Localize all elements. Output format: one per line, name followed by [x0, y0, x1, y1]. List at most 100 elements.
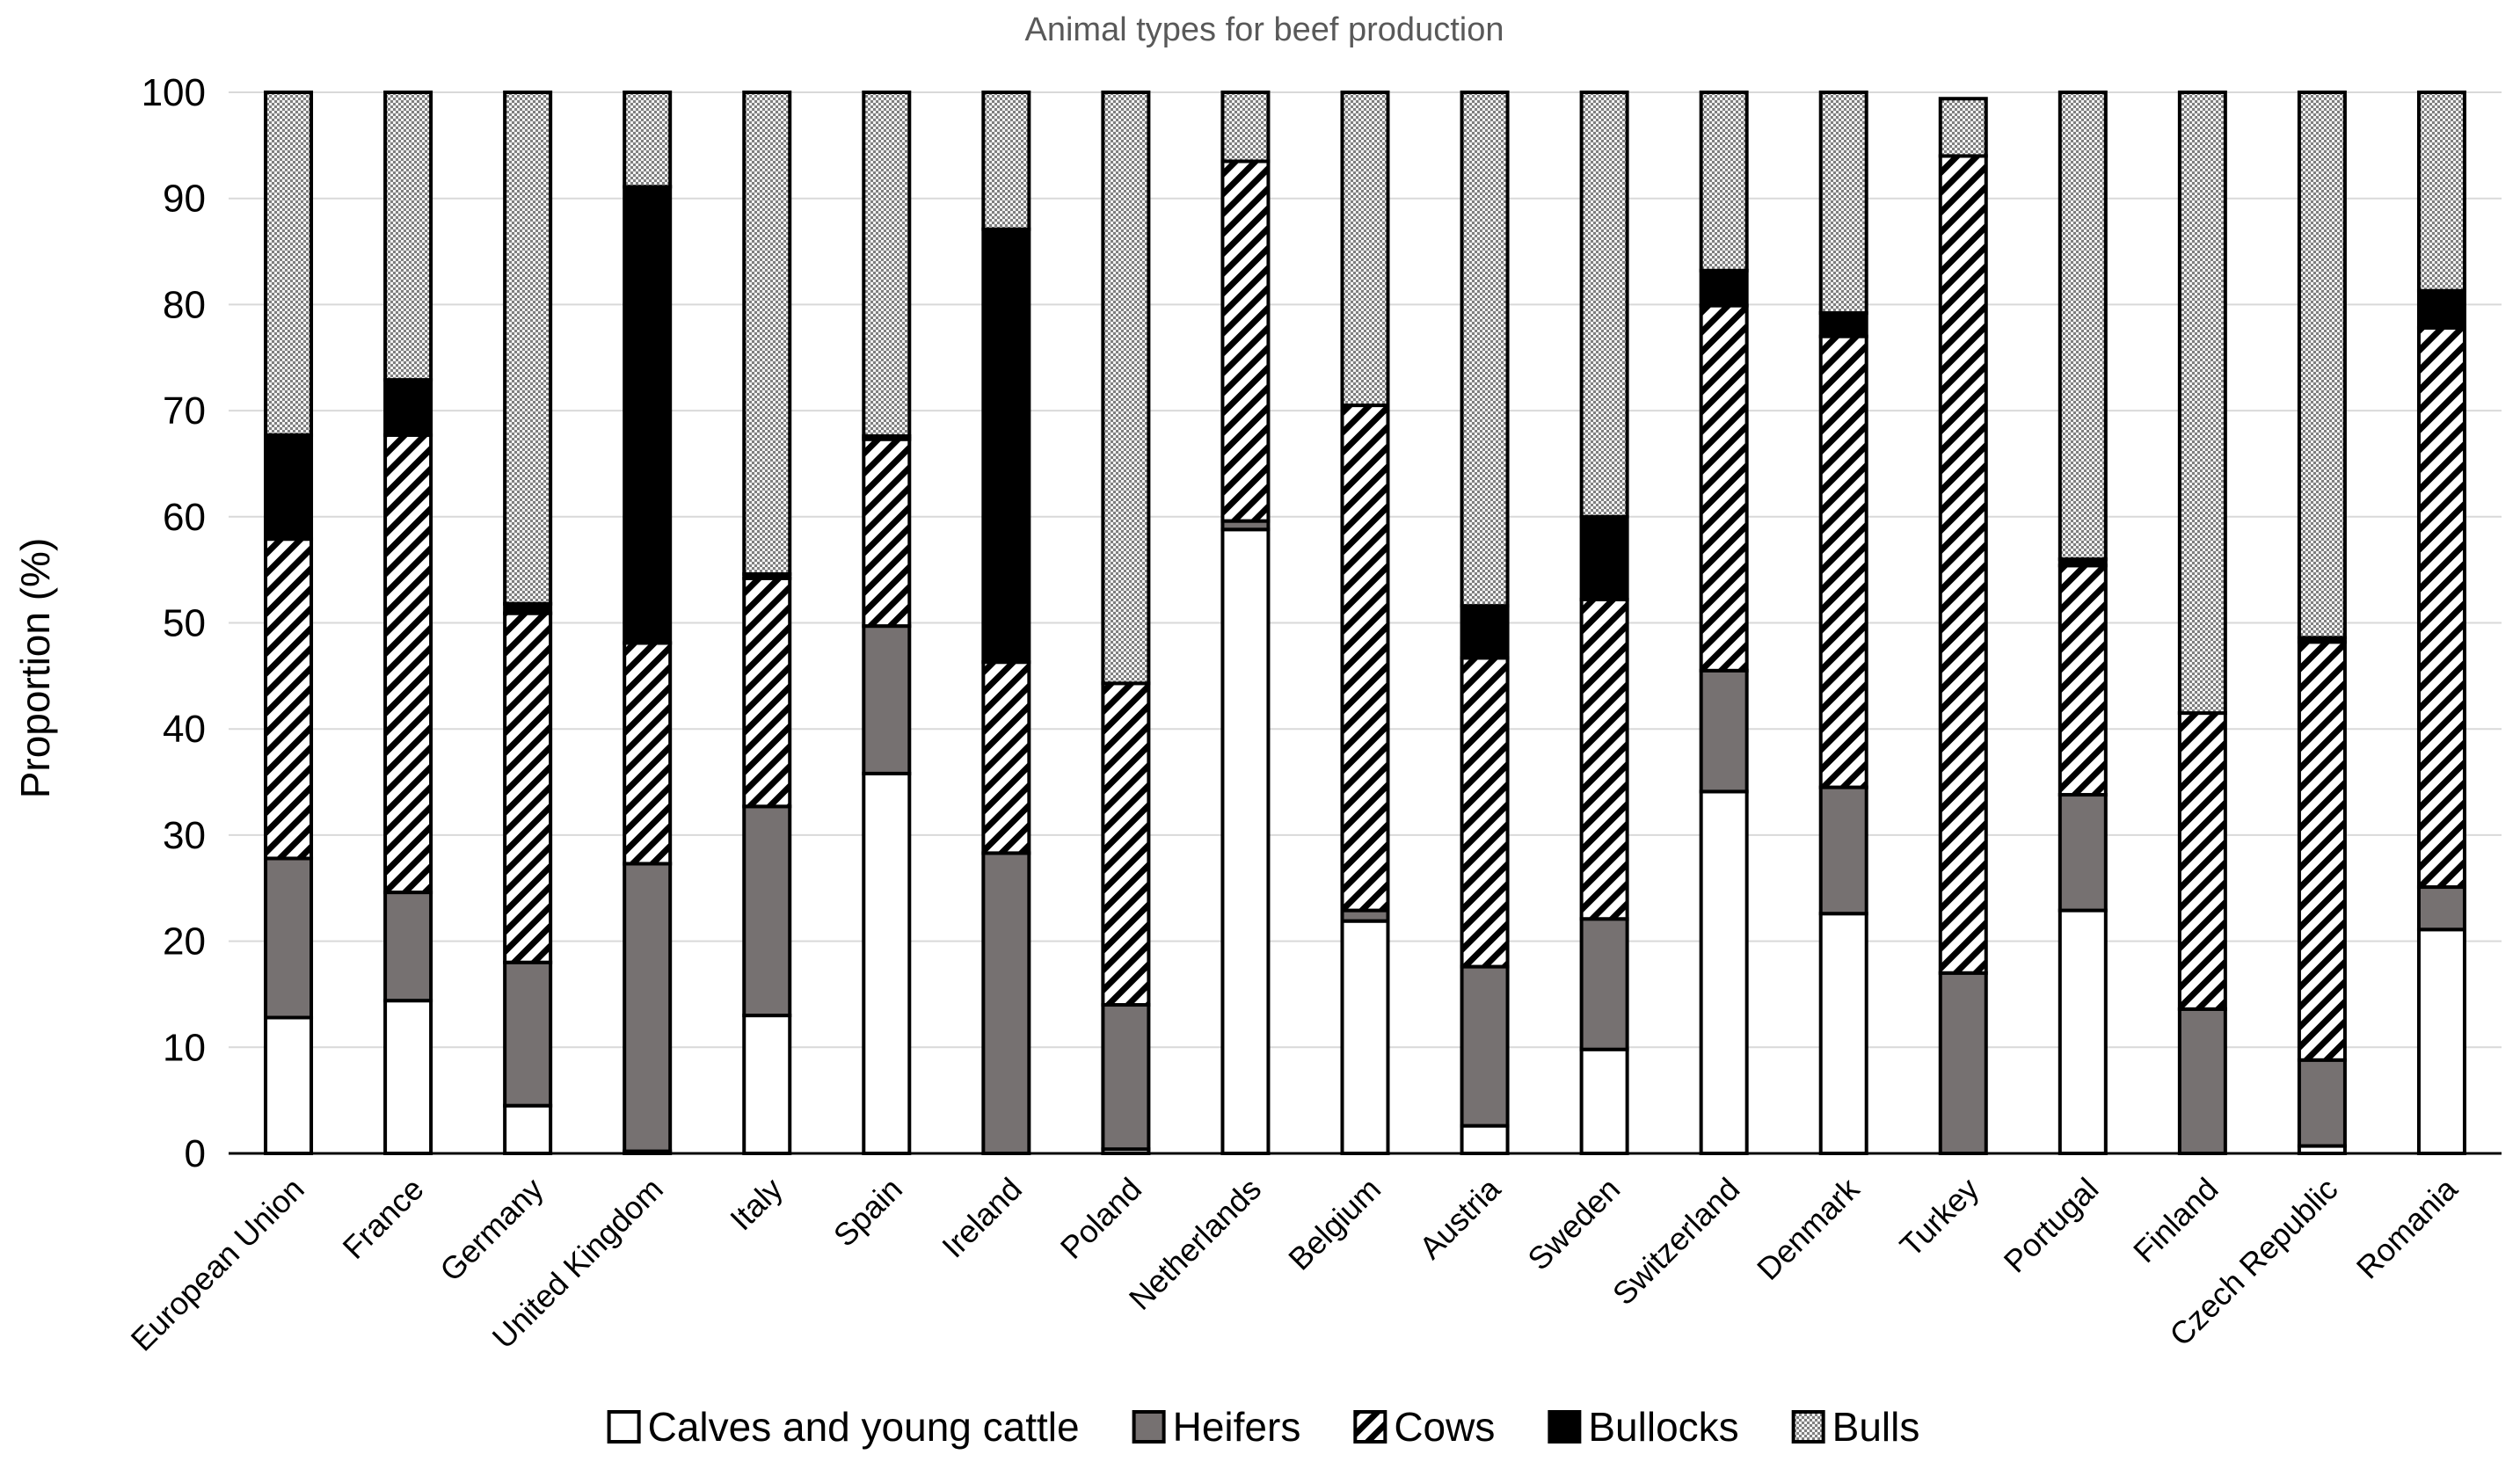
bar-segment	[2416, 325, 2466, 890]
bar-segment	[1460, 964, 1510, 1128]
bar-segment	[2177, 711, 2227, 1011]
x-tick-label: France	[336, 1171, 431, 1266]
legend-item: Cows	[1353, 1404, 1495, 1450]
bar-segment	[1579, 91, 1629, 519]
bar-stack	[1340, 91, 1390, 1155]
x-tick-label: Romania	[2349, 1170, 2465, 1286]
bar-segment	[623, 862, 673, 1153]
y-axis-title: Proportion (%)	[12, 538, 58, 799]
bar-segment	[264, 91, 314, 437]
bar-stack	[862, 91, 912, 1155]
y-axis-ticks: 0 10 20 30 40 50 60 70 80 90 100	[142, 71, 206, 1175]
bar-stack	[1938, 97, 1988, 1156]
bar-segment	[1340, 91, 1390, 408]
bar-segment	[1579, 514, 1629, 601]
bar-segment	[1101, 681, 1151, 1007]
bar-segment	[981, 851, 1031, 1155]
bar-segment	[742, 804, 792, 1018]
bar-segment	[1460, 604, 1510, 660]
bar-segment	[862, 437, 912, 629]
bar-segment	[981, 91, 1031, 231]
bar-stack	[742, 91, 792, 1155]
legend-item: Bulls	[1791, 1404, 1920, 1450]
bar-segment	[1460, 91, 1510, 608]
x-tick-label: Ireland	[935, 1171, 1029, 1265]
bar-stack	[623, 91, 673, 1156]
bar-segment	[503, 960, 553, 1108]
x-tick-label: Finland	[2126, 1171, 2225, 1269]
bar-segment	[2177, 91, 2227, 716]
bar-segment	[1340, 919, 1390, 1155]
legend-swatch	[1791, 1410, 1825, 1444]
bar-segment	[1818, 91, 1868, 316]
y-tick-label: 90	[163, 178, 206, 221]
x-tick-label: Portugal	[1997, 1171, 2106, 1280]
x-tick-label: Italy	[723, 1171, 790, 1238]
y-tick-label: 60	[163, 496, 206, 539]
bar-stack	[1220, 91, 1271, 1155]
bar-segment	[383, 378, 433, 437]
bar-segment	[981, 660, 1031, 855]
bar-segment	[1101, 91, 1151, 686]
bar-stack	[1699, 91, 1749, 1156]
bar-stack	[2297, 91, 2347, 1156]
x-tick-label: Turkey	[1893, 1171, 1986, 1264]
bar-stack	[2058, 91, 2108, 1156]
y-tick-label: 0	[185, 1132, 206, 1175]
bar-segment	[264, 1015, 314, 1156]
legend-label: Cows	[1394, 1404, 1495, 1450]
bar-segment	[503, 1103, 553, 1156]
x-tick-label: Belgium	[1281, 1171, 1387, 1277]
bar-segment	[1938, 97, 1988, 158]
legend-label: Heifers	[1173, 1404, 1301, 1450]
bar-segment	[383, 999, 433, 1156]
bar-stack	[981, 91, 1031, 1155]
legend-swatch	[1132, 1410, 1166, 1444]
bar-segment	[2416, 288, 2466, 330]
bar-segment	[2297, 640, 2347, 1062]
bar-segment	[623, 91, 673, 189]
bar-segment	[1460, 656, 1510, 969]
bar-segment	[2058, 91, 2108, 562]
y-tick-label: 10	[163, 1026, 206, 1069]
y-tick-label: 70	[163, 389, 206, 433]
bar-stack	[503, 91, 553, 1156]
bar-segment	[862, 624, 912, 775]
bar-segment	[1699, 268, 1749, 308]
bar-segment	[1938, 154, 1988, 975]
x-tick-label: Poland	[1053, 1171, 1148, 1266]
bar-segment	[1699, 303, 1749, 673]
legend-label: Bulls	[1832, 1404, 1920, 1450]
legend-swatch	[607, 1410, 641, 1444]
x-tick-label: European Union	[124, 1171, 311, 1358]
bar-stack	[383, 91, 433, 1156]
y-tick-label: 20	[163, 920, 206, 964]
bar-segment	[383, 91, 433, 382]
bar-segment	[1220, 91, 1271, 164]
bar-segment	[264, 856, 314, 1020]
x-tick-label: Spain	[827, 1171, 909, 1254]
bar-segment	[742, 1014, 792, 1155]
bar-segment	[2058, 793, 2108, 913]
bar-segment	[2416, 91, 2466, 293]
bar-segment	[503, 611, 553, 964]
bar-segment	[383, 433, 433, 895]
y-tick-label: 80	[163, 283, 206, 326]
bar-stack	[1460, 91, 1510, 1156]
legend-item: Heifers	[1132, 1404, 1301, 1450]
bar-segment	[503, 91, 553, 606]
bar-segment	[1460, 1124, 1510, 1156]
bar-stack	[2416, 91, 2466, 1155]
bar-segment	[1699, 789, 1749, 1156]
bar-segment	[1579, 917, 1629, 1051]
bar-segment	[742, 91, 792, 576]
legend-label: Bullocks	[1588, 1404, 1738, 1450]
bar-segment	[2416, 885, 2466, 932]
bar-stack	[1101, 91, 1151, 1155]
legend-label: Calves and young cattle	[648, 1404, 1080, 1450]
x-tick-label: Switzerland	[1606, 1171, 1747, 1313]
bar-segment	[2058, 908, 2108, 1156]
